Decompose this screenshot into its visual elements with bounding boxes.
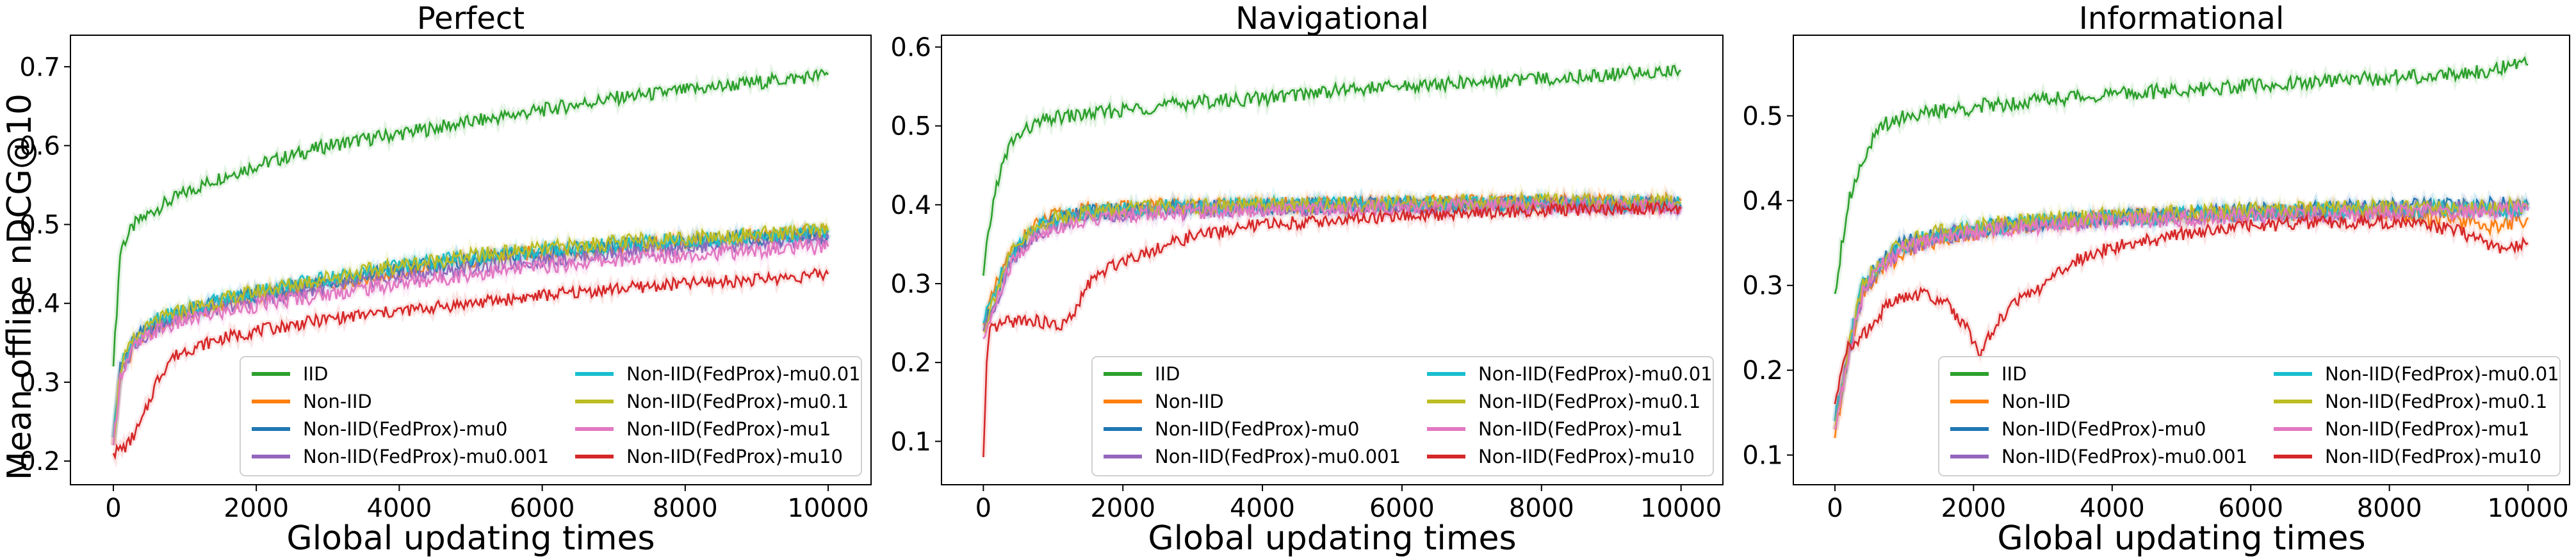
legend-label-non-iid-fedprox-mu0-01: Non-IID(FedProx)-mu0.01 — [2325, 363, 2559, 385]
legend-label-non-iid: Non-IID — [2001, 391, 2071, 412]
subplot-informational: Informational 0 2000 4000 6000 8000 10000 0.1 0.… — [1742, 1, 2570, 558]
legend-box — [240, 356, 862, 476]
legend-label-non-iid-fedprox-mu0-1: Non-IID(FedProx)-mu0.1 — [2325, 391, 2547, 412]
y-tick-label: 0.3 — [19, 368, 60, 398]
series-line-iid — [982, 64, 1681, 276]
y-tick-label: 0.5 — [1742, 102, 1783, 131]
series-line-non-iid-fedprox-mu10 — [1834, 213, 2529, 405]
x-tick-label: 8000 — [653, 494, 718, 523]
x-tick-label: 4000 — [2080, 494, 2145, 523]
series-line-iid — [112, 69, 829, 367]
axes-frame — [1793, 35, 2570, 485]
x-tick-label: 6000 — [510, 494, 575, 523]
legend-label-non-iid: Non-IID — [1155, 391, 1224, 412]
x-tick-label: 2000 — [1090, 494, 1155, 523]
y-tick-label: 0.6 — [890, 33, 931, 62]
axes-frame — [70, 35, 872, 485]
x-tick-label: 4000 — [1230, 494, 1295, 523]
legend-label-non-iid-fedprox-mu0: Non-IID(FedProx)-mu0 — [1155, 418, 1360, 440]
plot-area — [980, 60, 1684, 458]
plot-area — [110, 63, 831, 468]
legend-label-iid: IID — [2001, 363, 2026, 385]
x-tick-label: 2000 — [224, 494, 289, 523]
legend-label-non-iid-fedprox-mu0-1: Non-IID(FedProx)-mu0.1 — [1478, 391, 1700, 412]
subplot-navigational: Navigational 0 2000 4000 6000 8000 10000 0.1 0.2… — [890, 1, 1724, 558]
legend-box — [1938, 356, 2561, 476]
legend-label-non-iid-fedprox-mu1: Non-IID(FedProx)-mu1 — [2325, 418, 2530, 440]
x-tick-label: 6000 — [2218, 494, 2283, 523]
x-tick-label: 0 — [975, 494, 991, 523]
x-tick-label: 0 — [105, 494, 121, 523]
series-line-non-iid-fedprox-mu0-1 — [112, 222, 829, 446]
legend-label-non-iid-fedprox-mu0: Non-IID(FedProx)-mu0 — [303, 418, 508, 440]
x-axis-label: Global updating times — [1148, 519, 1516, 558]
y-tick-label: 0.2 — [890, 348, 931, 378]
legend: IID Non-IID Non-IID(FedProx)-mu0 Non-IID(Fe… — [240, 356, 862, 476]
y-tick-label: 0.4 — [1742, 186, 1783, 216]
y-tick-label: 0.3 — [890, 270, 931, 299]
y-axis-label: Mean offline nDCG@10 — [1, 93, 39, 480]
x-tick-label: 8000 — [2357, 494, 2422, 523]
legend-label-non-iid-fedprox-mu0-01: Non-IID(FedProx)-mu0.01 — [1478, 363, 1713, 385]
subplot-perfect: Perfect 0 2000 4000 6000 8000 10000 0.2 0.3 0.4 0.… — [19, 1, 872, 558]
y-tick-label: 0.6 — [19, 131, 60, 161]
y-tick-label: 0.4 — [890, 191, 931, 220]
legend-label-non-iid-fedprox-mu10: Non-IID(FedProx)-mu10 — [626, 446, 843, 467]
y-tick-label: 0.2 — [1742, 356, 1783, 385]
series-band-iid — [110, 63, 831, 367]
legend-label-iid: IID — [303, 363, 328, 385]
series-line-non-iid-fedprox-mu1 — [1834, 199, 2529, 430]
x-tick-label: 10000 — [787, 494, 868, 523]
series-line-non-iid-fedprox-mu1 — [112, 237, 829, 446]
series-line-non-iid-fedprox-mu10 — [112, 268, 829, 460]
chart-title: Navigational — [1235, 1, 1429, 36]
y-tick-label: 0.1 — [1742, 441, 1783, 471]
x-tick-label: 10000 — [2487, 494, 2568, 523]
legend-label-non-iid-fedprox-mu0-001: Non-IID(FedProx)-mu0.001 — [303, 446, 549, 467]
chart-title: Perfect — [417, 1, 525, 36]
x-tick-label: 10000 — [1640, 494, 1722, 523]
x-tick-label: 8000 — [1509, 494, 1574, 523]
x-tick-label: 2000 — [1941, 494, 2006, 523]
plot-area — [1832, 51, 2531, 439]
legend-label-iid: IID — [1155, 363, 1180, 385]
series-line-iid — [1834, 56, 2529, 295]
legend-label-non-iid-fedprox-mu0: Non-IID(FedProx)-mu0 — [2001, 418, 2206, 440]
y-tick-label: 0.1 — [890, 427, 931, 457]
legend: IID Non-IID Non-IID(FedProx)-mu0 Non-IID(Fe… — [1091, 356, 1714, 476]
legend-label-non-iid: Non-IID — [303, 391, 372, 412]
x-axis-label: Global updating times — [286, 519, 655, 558]
y-tick-label: 0.5 — [890, 112, 931, 142]
series-line-non-iid-fedprox-mu1 — [982, 197, 1682, 339]
legend-label-non-iid-fedprox-mu0-001: Non-IID(FedProx)-mu0.001 — [1155, 446, 1401, 467]
series-band-iid — [1832, 51, 2529, 295]
y-tick-label: 0.5 — [19, 211, 60, 240]
legend-label-non-iid-fedprox-mu0-01: Non-IID(FedProx)-mu0.01 — [626, 363, 861, 385]
y-tick-label: 0.2 — [19, 447, 60, 476]
x-tick-label: 6000 — [1369, 494, 1435, 523]
legend-label-non-iid-fedprox-mu10: Non-IID(FedProx)-mu10 — [2325, 446, 2541, 467]
legend-label-non-iid-fedprox-mu0-001: Non-IID(FedProx)-mu0.001 — [2001, 446, 2247, 467]
chart-title: Informational — [2079, 1, 2285, 36]
y-tick-label: 0.3 — [1742, 271, 1783, 301]
legend-label-non-iid-fedprox-mu1: Non-IID(FedProx)-mu1 — [626, 418, 831, 440]
x-axis-label: Global updating times — [1997, 519, 2365, 558]
legend-label-non-iid-fedprox-mu1: Non-IID(FedProx)-mu1 — [1478, 418, 1683, 440]
series-line-non-iid-fedprox-mu10 — [982, 200, 1682, 457]
legend-label-non-iid-fedprox-mu0-1: Non-IID(FedProx)-mu0.1 — [626, 391, 849, 412]
y-tick-label: 0.7 — [19, 53, 60, 82]
series-band-iid — [980, 60, 1683, 277]
legend: IID Non-IID Non-IID(FedProx)-mu0 Non-IID(Fe… — [1938, 356, 2561, 476]
y-tick-label: 0.4 — [19, 289, 60, 319]
x-tick-label: 4000 — [366, 494, 432, 523]
legend-label-non-iid-fedprox-mu10: Non-IID(FedProx)-mu10 — [1478, 446, 1695, 467]
x-tick-label: 0 — [1827, 494, 1843, 523]
legend-box — [1091, 356, 1714, 476]
axes-frame — [941, 35, 1724, 485]
